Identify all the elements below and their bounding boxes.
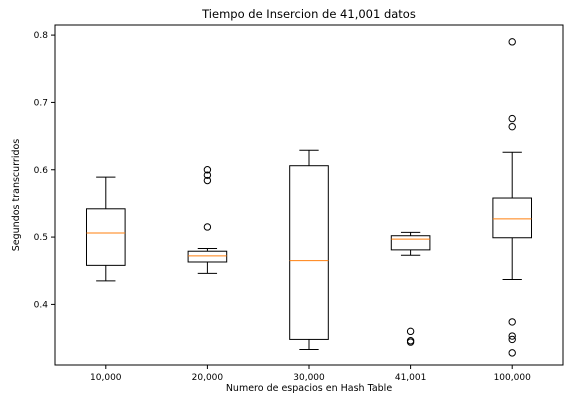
x-tick-label: 20,000: [192, 373, 224, 383]
outlier-point: [508, 122, 516, 131]
outlier-point: [203, 171, 212, 179]
x-tick-label: 100,000: [494, 373, 531, 383]
y-tick-label: 0.8: [34, 31, 49, 41]
y-tick-label: 0.6: [34, 166, 49, 176]
outlier-point: [508, 38, 516, 46]
x-tick-label: 30,000: [293, 373, 325, 383]
outlier-point: [203, 176, 212, 185]
x-tick-label: 41,001: [395, 373, 427, 383]
box-1: [85, 176, 126, 282]
box-2: [187, 166, 228, 274]
box-5: [492, 38, 533, 357]
y-tick-label: 0.5: [34, 233, 48, 243]
box-iqr: [85, 208, 126, 266]
box-iqr: [187, 250, 228, 263]
y-axis-label: Segundos transcurridos: [11, 139, 22, 252]
outlier-point: [203, 223, 212, 231]
outlier-point: [406, 327, 415, 336]
outlier-point: [406, 337, 415, 345]
box-4: [390, 231, 431, 346]
x-axis-label: Numero de espacios en Hash Table: [226, 383, 393, 394]
chart-title: Tiempo de Insercion de 41,001 datos: [201, 7, 416, 21]
y-tick-label: 0.4: [34, 300, 49, 310]
plot-frame: [54, 24, 564, 366]
x-tick-label: 10,000: [90, 373, 122, 383]
y-tick-label: 0.7: [34, 98, 48, 108]
box-iqr: [289, 165, 329, 340]
box-iqr: [492, 197, 533, 239]
outlier-point: [508, 318, 516, 326]
box-3: [289, 149, 329, 351]
boxes-group: [85, 38, 533, 357]
x-axis: 10,000 20,000 30,000 41,001 100,000: [90, 365, 531, 383]
outlier-point: [508, 349, 516, 357]
outlier-point: [508, 114, 516, 123]
box-iqr: [390, 235, 431, 251]
y-axis: 0.4 0.5 0.6 0.7 0.8: [34, 31, 55, 310]
outlier-point: [508, 335, 516, 344]
outlier-point: [203, 166, 212, 174]
outlier-point: [508, 332, 516, 340]
